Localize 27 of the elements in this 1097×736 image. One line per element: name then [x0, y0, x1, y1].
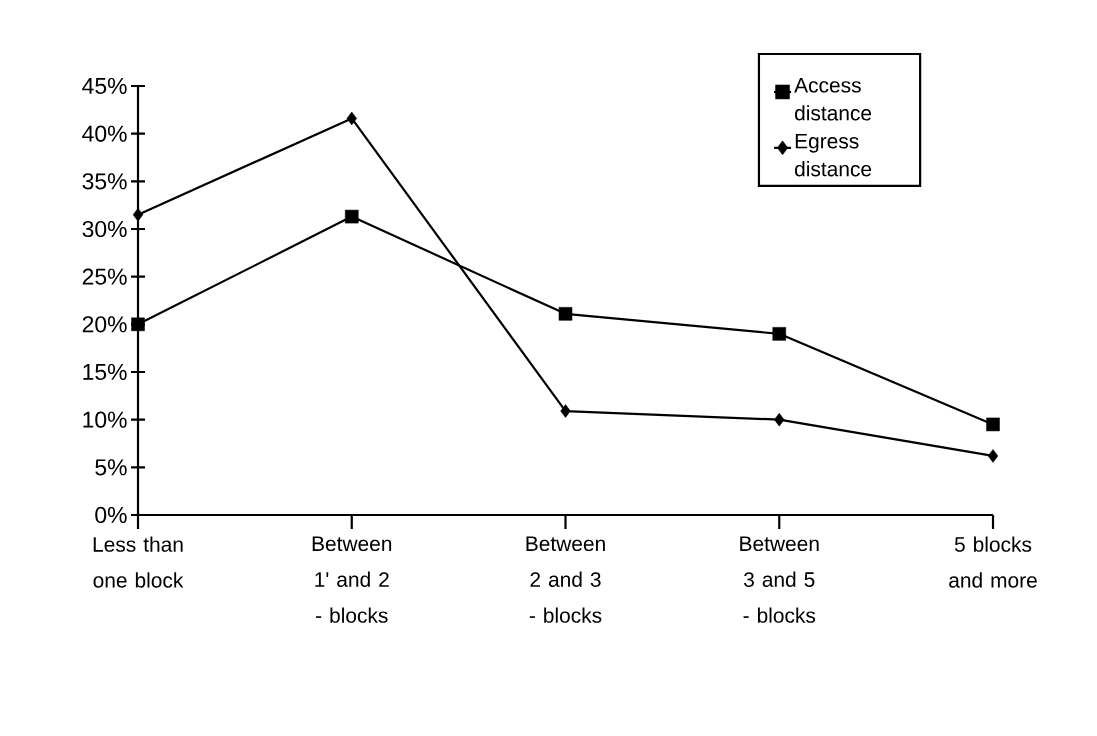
x-tick-label: Between 1' and 2 - blocks — [312, 536, 392, 623]
point — [346, 111, 357, 126]
y-tick-label: 15% — [83, 363, 127, 381]
y-tick-label: 35% — [82, 173, 127, 190]
y-tick-label: 20% — [82, 316, 127, 333]
point — [345, 209, 359, 224]
y-tick-label: 40% — [82, 125, 127, 142]
y-tick-label: 10% — [83, 411, 127, 428]
point — [131, 317, 145, 332]
y-tick-label: 5% — [95, 459, 127, 476]
point — [987, 449, 999, 463]
point — [132, 207, 144, 222]
legend-label: Access distance — [794, 78, 872, 121]
x-tick-label: 5 blocks and more — [949, 536, 1037, 588]
x-tick-label: Between 2 and 3 - blocks — [526, 536, 605, 623]
point — [986, 417, 1000, 432]
point — [772, 327, 787, 341]
point — [560, 404, 571, 418]
legend-label: Egress distance — [795, 133, 872, 177]
point — [558, 307, 573, 321]
y-tick-label: 0% — [95, 506, 127, 524]
point — [774, 412, 785, 427]
y-tick-label: 25% — [82, 268, 127, 285]
y-tick-label: 45% — [82, 77, 127, 95]
y-tick-label: 30% — [82, 220, 127, 238]
x-tick-label: Between 3 and 5 - blocks — [740, 536, 819, 623]
x-tick-label: Less than one block — [93, 536, 184, 588]
